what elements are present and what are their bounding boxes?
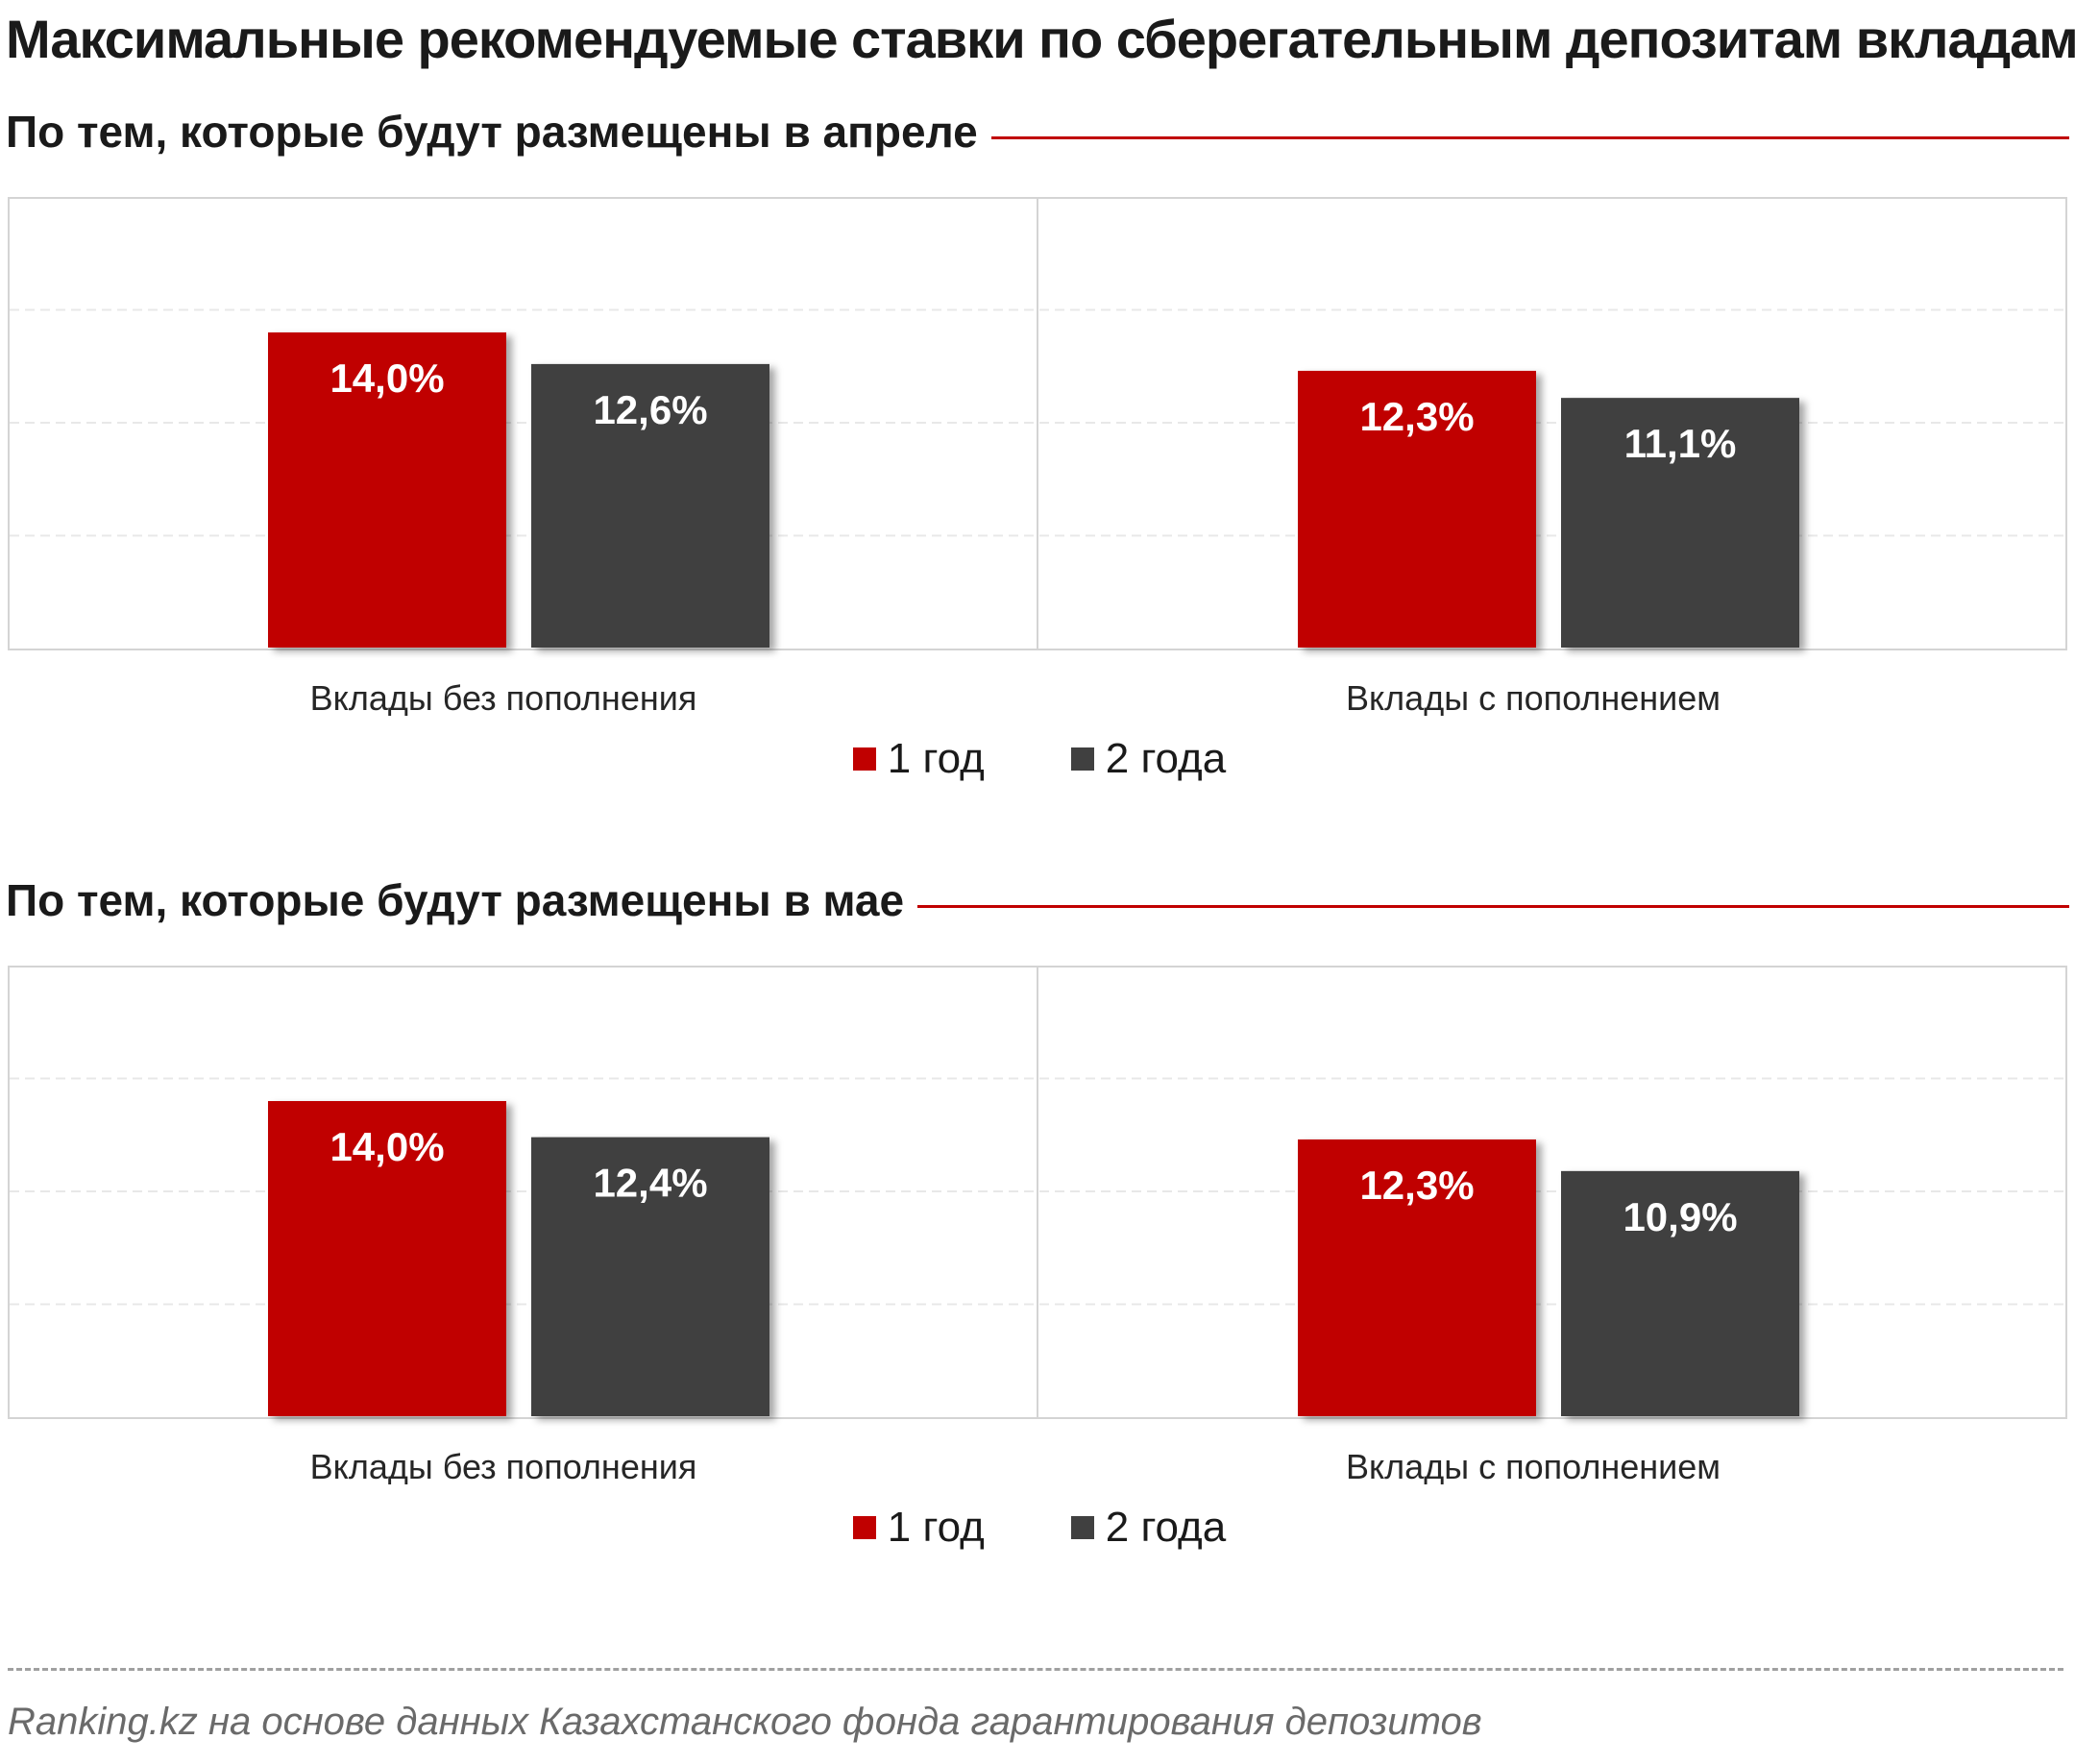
legend-swatch-1-year — [852, 747, 876, 771]
bar-1-year — [268, 1101, 506, 1416]
legend-label-2-years: 2 года — [1105, 735, 1227, 782]
bar-2-years — [531, 1137, 769, 1416]
bar-1-year — [268, 332, 506, 648]
data-label: 12,3% — [1359, 394, 1474, 439]
legend-item-2-years: 2 года — [1070, 1504, 1227, 1552]
section-rule — [6, 136, 2069, 139]
data-label: 10,9% — [1623, 1194, 1737, 1239]
data-label: 12,4% — [593, 1161, 707, 1206]
legend-april: 1 год 2 года — [8, 735, 2071, 783]
legend-may: 1 год 2 года — [8, 1504, 2071, 1552]
data-label: 12,3% — [1359, 1163, 1474, 1208]
chart-may: 14,0% 12,4% Вклады без пополнения 12,3% 10,9… — [8, 966, 2071, 1561]
legend-label-1-year: 1 год — [887, 1504, 985, 1551]
legend-label-1-year: 1 год — [887, 735, 985, 782]
data-label: 14,0% — [330, 355, 444, 401]
bar-1-year — [1298, 1139, 1536, 1416]
category-label: Вклады с пополнением — [1346, 678, 1721, 716]
section-title-may: По тем, которые будут размещены в мае — [6, 874, 918, 926]
chart-april: 14,0% 12,6% Вклады без пополнения 12,3% 11,1… — [8, 197, 2071, 793]
source-note: Ranking.kz на основе данных Казахстанско… — [8, 1701, 1482, 1743]
data-label: 11,1% — [1624, 421, 1737, 466]
section-header-april: По тем, которые будут размещены в апреле — [6, 106, 2069, 163]
category-label: Вклады без пополнения — [310, 678, 697, 716]
legend-swatch-2-years — [1070, 747, 1094, 771]
data-label: 14,0% — [330, 1124, 444, 1169]
legend-swatch-1-year — [852, 1516, 876, 1539]
category-label: Вклады с пополнением — [1346, 1447, 1721, 1484]
section-title-april: По тем, которые будут размещены в апреле — [6, 106, 991, 158]
legend-swatch-2-years — [1070, 1516, 1094, 1539]
chart-april-svg: 14,0% 12,6% Вклады без пополнения 12,3% 11,1… — [8, 197, 2067, 716]
bar-2-years — [531, 363, 769, 648]
section-header-may: По тем, которые будут размещены в мае — [6, 874, 2069, 932]
section-rule — [6, 905, 2069, 908]
page-title: Максимальные рекомендуемые ставки по сбе… — [6, 9, 2075, 69]
bar-2-years — [1561, 1170, 1799, 1416]
footer-divider — [8, 1668, 2063, 1671]
legend-item-2-years: 2 года — [1070, 735, 1227, 783]
category-label: Вклады без пополнения — [310, 1447, 697, 1484]
legend-item-1-year: 1 год — [852, 735, 985, 783]
chart-may-svg: 14,0% 12,4% Вклады без пополнения 12,3% 10,9… — [8, 966, 2067, 1484]
bar-1-year — [1298, 370, 1536, 648]
data-label: 12,6% — [593, 387, 707, 432]
legend-label-2-years: 2 года — [1105, 1504, 1227, 1551]
legend-item-1-year: 1 год — [852, 1504, 985, 1552]
bar-2-years — [1561, 398, 1799, 648]
